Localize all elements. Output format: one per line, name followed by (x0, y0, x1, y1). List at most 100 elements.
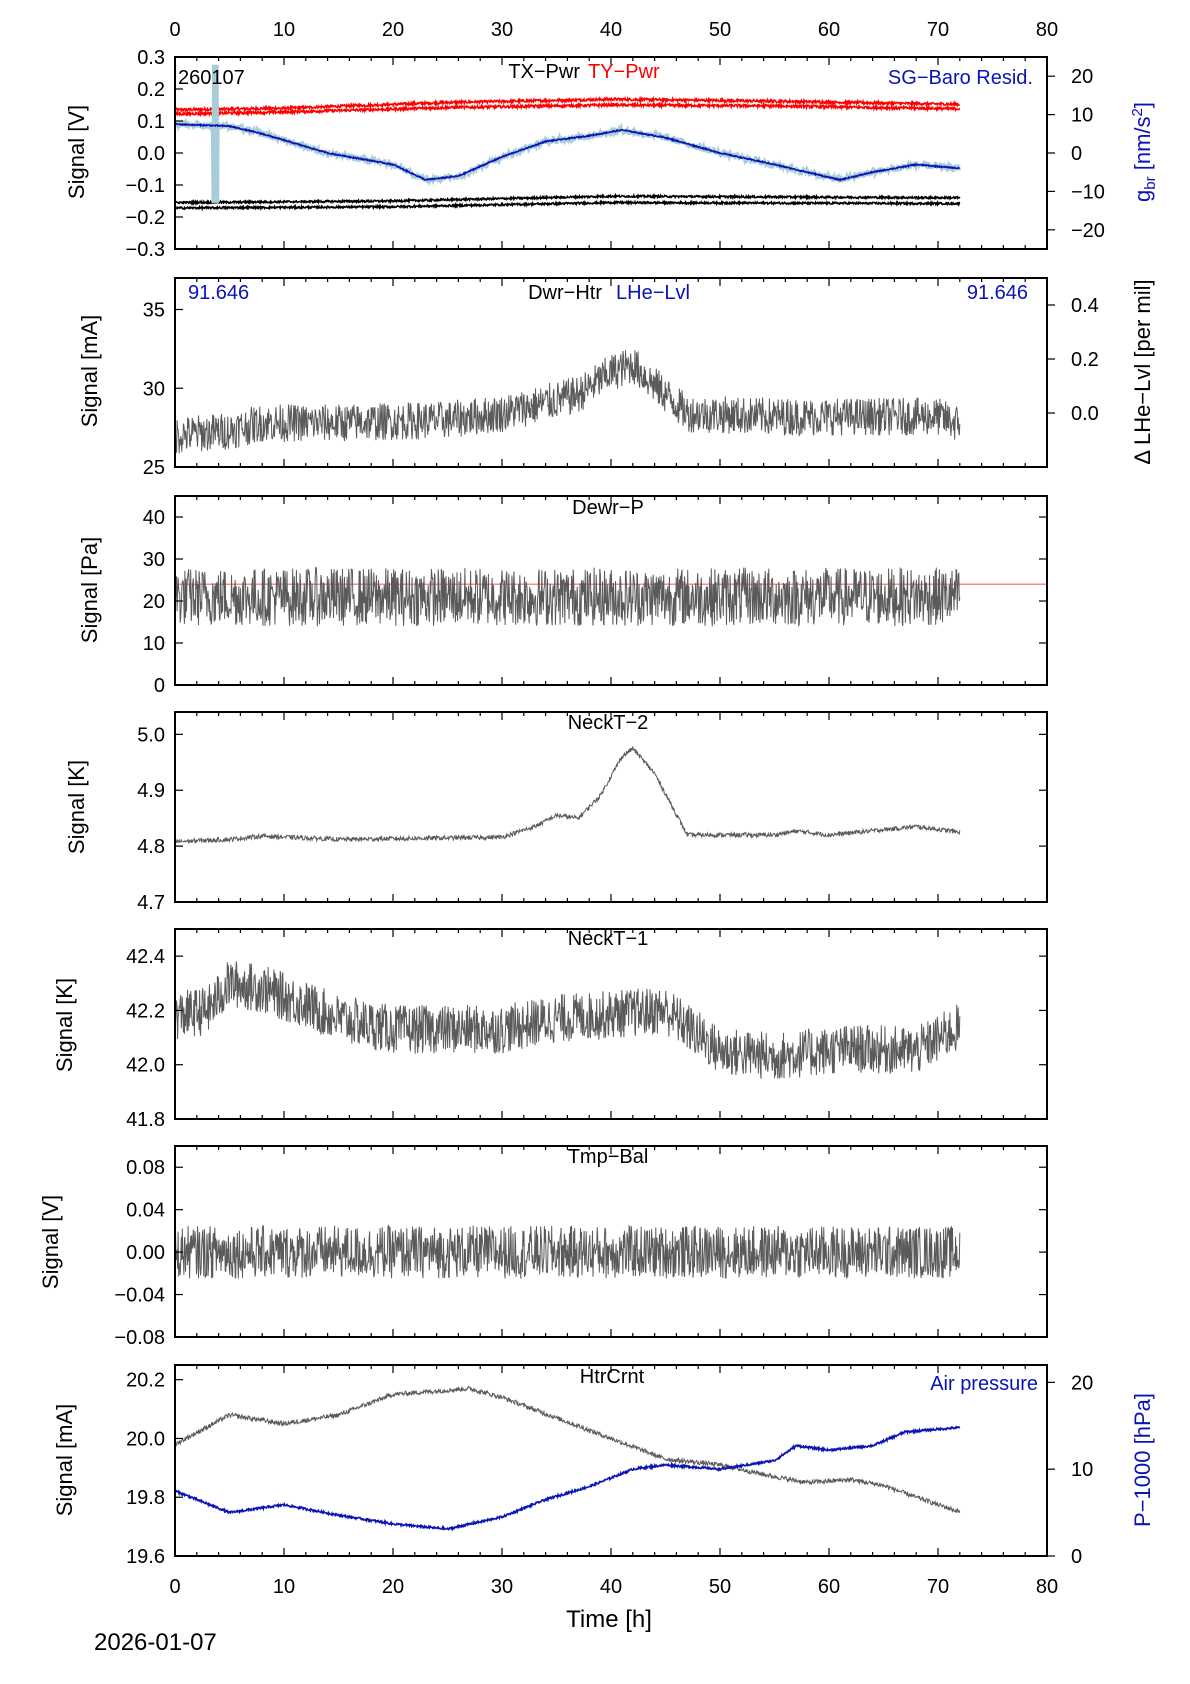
panel-htrcrnt: 20.2 20.0 19.8 19.6 20 10 0 HtrCrnt Air pressu… (52, 1364, 1155, 1568)
top-x-axis-ticks: 0 10 20 30 40 50 60 70 80 (169, 19, 1058, 41)
y-tick-label: 19.6 (126, 1546, 165, 1568)
plot-frame (174, 711, 1048, 903)
bottom-x-tick-label: 40 (600, 1576, 622, 1598)
bottom-x-axis-ticks: 0 10 20 30 40 50 60 70 80 (169, 1576, 1058, 1598)
panel-6-series (175, 1224, 961, 1279)
panel-2-right-value: 91.646 (967, 282, 1028, 304)
y-tick-label: 35 (143, 300, 165, 322)
panel-tx-ty-pwr: 0.3 0.2 0.1 0.0 −0.1 −0.2 −0.3 20 10 0 −10 −20 2601… (64, 47, 1159, 261)
panel-tmp-bal: 0.08 0.04 0.00 −0.04 −0.08 Tmp−Bal Signal [V… (38, 1145, 1048, 1349)
y-tick-label: 19.8 (126, 1487, 165, 1509)
y-tick-label: 0 (154, 675, 165, 697)
panel-6-title: Tmp−Bal (568, 1146, 649, 1168)
series-line (175, 122, 961, 183)
y-tick-label: 0.1 (137, 111, 165, 133)
y-tick-label: 40 (143, 507, 165, 529)
y-tick-label: 0.00 (126, 1242, 165, 1264)
panel-2-axes: 35 30 25 0.4 0.2 0.0 (143, 277, 1099, 479)
panel-neckt-2: 5.0 4.9 4.8 4.7 NeckT−2 Signal [K] (64, 711, 1048, 914)
series-line (175, 350, 961, 454)
y-tick-label: 42.4 (126, 946, 165, 968)
panel-7-title: HtrCrnt (580, 1366, 645, 1388)
y2-tick-label: 0.2 (1071, 349, 1099, 371)
y2-tick-label: −10 (1071, 181, 1105, 203)
panel-5-series (175, 961, 961, 1079)
y-tick-label: 42.0 (126, 1055, 165, 1077)
y-tick-label: 4.7 (137, 892, 165, 914)
bottom-x-tick-label: 10 (273, 1576, 295, 1598)
panel-2-ylabel: Signal [mA] (77, 315, 102, 428)
y-tick-label: 25 (143, 457, 165, 479)
panel-dwr-htr: 35 30 25 0.4 0.2 0.0 91.646 91.646 Dwr−Htr LH… (77, 277, 1155, 479)
panel-2-left-value: 91.646 (188, 282, 249, 304)
y-tick-label: −0.3 (126, 239, 165, 261)
top-x-tick-label: 40 (600, 19, 622, 41)
bottom-x-tick-label: 20 (382, 1576, 404, 1598)
panel-4-ylabel: Signal [K] (64, 760, 89, 854)
panel-4-series (175, 746, 961, 844)
panel-5-axes: 42.4 42.2 42.0 41.8 (126, 928, 1048, 1131)
panel-2-y2label: Δ LHe−Lvl [per mil] (1130, 279, 1155, 464)
y-tick-label: 0.2 (137, 79, 165, 101)
panel-2-title-lhe: LHe−Lvl (616, 282, 690, 304)
y-tick-label: 20.0 (126, 1428, 165, 1450)
x-axis-label: Time [h] (566, 1606, 652, 1633)
panel-7-axes: 20.2 20.0 19.8 19.6 20 10 0 (126, 1364, 1093, 1568)
top-x-tick-label: 0 (169, 19, 180, 41)
top-x-tick-label: 10 (273, 19, 295, 41)
date-label: 2026-01-07 (94, 1629, 217, 1656)
panel-3-axes: 40 30 20 10 0 (143, 495, 1048, 697)
panel-5-ylabel: Signal [K] (52, 978, 77, 1072)
panel-5-title: NeckT−1 (568, 928, 649, 950)
panel-7-series (175, 1385, 961, 1532)
bottom-x-tick-label: 60 (818, 1576, 840, 1598)
series-line (175, 95, 960, 114)
top-x-tick-label: 50 (709, 19, 731, 41)
y-tick-label: −0.04 (114, 1285, 165, 1307)
y-tick-label: 42.2 (126, 1000, 165, 1022)
y-tick-label: 30 (143, 549, 165, 571)
series-line (175, 100, 961, 118)
panel-1-ylabel: Signal [V] (64, 105, 89, 199)
panel-7-ylabel: Signal [mA] (52, 1404, 77, 1517)
y-tick-label: −0.2 (126, 207, 165, 229)
panel-4-title: NeckT−2 (568, 712, 649, 734)
bottom-x-tick-label: 0 (169, 1576, 180, 1598)
y2-tick-label: 0 (1071, 1546, 1082, 1568)
top-x-tick-label: 20 (382, 19, 404, 41)
panel-neckt-1: 42.4 42.2 42.0 41.8 NeckT−1 Signal [K] (52, 928, 1048, 1131)
panel-3-ylabel: Signal [Pa] (77, 537, 102, 643)
bottom-x-tick-label: 50 (709, 1576, 731, 1598)
series-line (175, 566, 961, 628)
series-line (175, 961, 961, 1079)
y-tick-label: 0.04 (126, 1200, 165, 1222)
y2-tick-label: 0.4 (1071, 295, 1099, 317)
y2-tick-label: 20 (1071, 66, 1093, 88)
y-tick-label: 0.0 (137, 143, 165, 165)
bottom-x-tick-label: 30 (491, 1576, 513, 1598)
top-x-tick-label: 60 (818, 19, 840, 41)
series-line (175, 199, 961, 212)
bottom-x-tick-label: 70 (927, 1576, 949, 1598)
top-x-tick-label: 80 (1036, 19, 1058, 41)
panel-4-axes: 5.0 4.9 4.8 4.7 (137, 711, 1048, 914)
panel-2-title-dwr: Dwr−Htr (528, 282, 602, 304)
top-x-tick-label: 70 (927, 19, 949, 41)
y2-tick-label: 20 (1071, 1372, 1093, 1394)
top-x-tick-label: 30 (491, 19, 513, 41)
y-tick-label: 10 (143, 633, 165, 655)
bottom-x-tick-label: 80 (1036, 1576, 1058, 1598)
y2-tick-label: 10 (1071, 105, 1093, 127)
panel-1-axes: 0.3 0.2 0.1 0.0 −0.1 −0.2 −0.3 20 10 0 −10 −20 (126, 47, 1105, 261)
y-tick-label: 4.9 (137, 780, 165, 802)
y-tick-label: 4.8 (137, 836, 165, 858)
y2-tick-label: 0.0 (1071, 403, 1099, 425)
panel-6-axes: 0.08 0.04 0.00 −0.04 −0.08 (114, 1145, 1048, 1349)
series-line (175, 1425, 961, 1532)
panel-7-y2label: P−1000 [hPa] (1130, 1393, 1155, 1527)
y-tick-label: 30 (143, 378, 165, 400)
panel-2-series (175, 350, 961, 454)
panel-1-title-ty: TY−Pwr (588, 61, 660, 83)
y-tick-label: −0.08 (114, 1327, 165, 1349)
panel-3-series (175, 566, 1047, 628)
